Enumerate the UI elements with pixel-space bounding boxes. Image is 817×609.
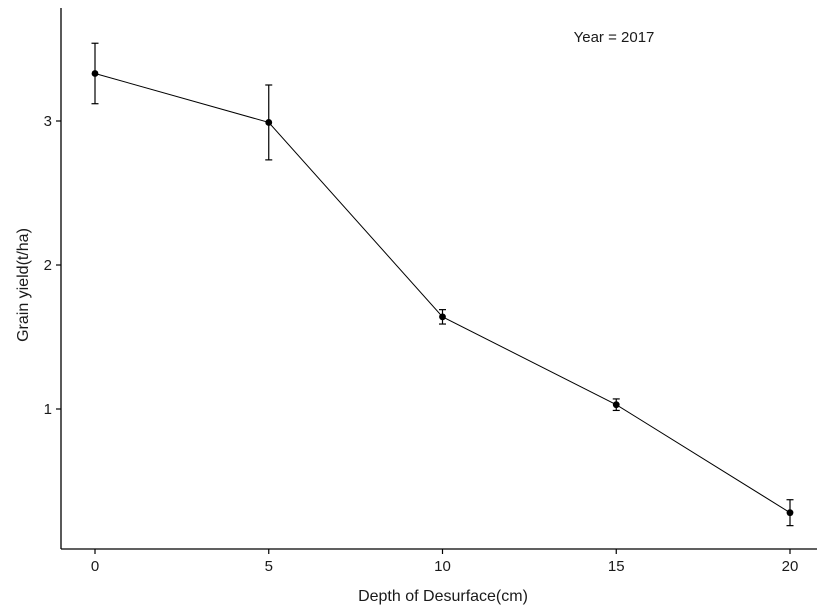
x-axis-title: Depth of Desurface(cm) <box>358 588 528 605</box>
axes <box>60 8 817 550</box>
x-tick-label: 5 <box>265 558 273 575</box>
data-point <box>439 313 446 321</box>
x-ticks: 0 5 10 15 20 <box>91 549 799 575</box>
data-point <box>91 70 99 77</box>
x-tick-label: 0 <box>91 558 99 575</box>
data-point <box>265 119 273 126</box>
x-tick-label: 20 <box>782 558 799 575</box>
y-tick-label: 3 <box>44 113 52 130</box>
annotation-year: Year = 2017 <box>574 29 655 46</box>
x-tick-label: 10 <box>434 558 451 575</box>
y-tick-label: 2 <box>44 257 52 274</box>
y-axis-title: Grain yield(t/ha) <box>15 228 32 342</box>
y-tick-label: 1 <box>44 401 52 418</box>
series-line <box>94 72 791 514</box>
data-point <box>786 509 794 517</box>
data-point <box>612 401 620 409</box>
y-ticks: 1 2 3 <box>44 113 61 418</box>
series-layer <box>91 42 794 527</box>
x-tick-label: 15 <box>608 558 625 575</box>
